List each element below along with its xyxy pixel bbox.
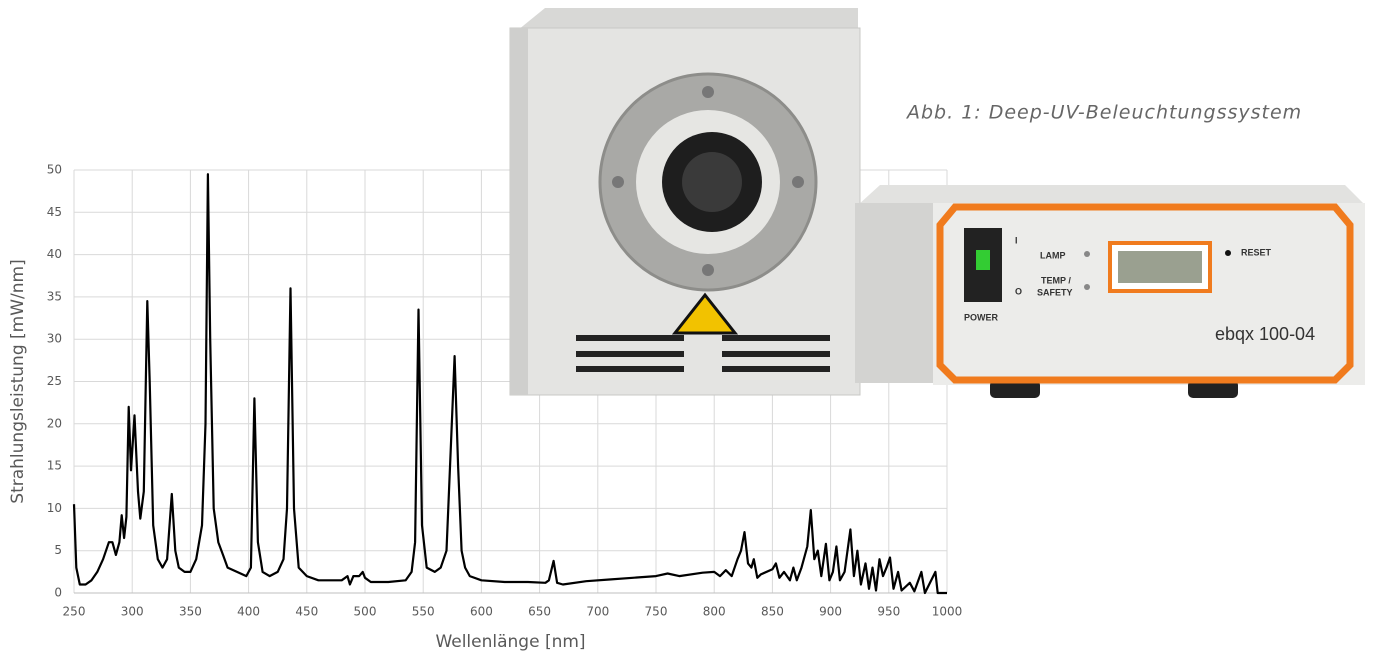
switch-on-label: I: [1015, 235, 1018, 245]
y-tick-label: 50: [47, 163, 62, 177]
y-tick-label: 5: [54, 543, 62, 557]
x-tick-label: 800: [703, 605, 726, 619]
x-tick-label: 450: [295, 605, 318, 619]
switch-off-label: O: [1015, 286, 1022, 296]
x-tick-label: 300: [121, 605, 144, 619]
x-tick-label: 400: [237, 605, 260, 619]
y-tick-label: 40: [47, 247, 62, 261]
y-tick-label: 20: [47, 416, 62, 430]
model-label: ebqx 100-04: [1215, 324, 1315, 344]
x-tick-label: 550: [412, 605, 435, 619]
x-tick-label: 900: [819, 605, 842, 619]
x-axis-title: Wellenlänge [nm]: [435, 632, 585, 652]
temp-label: TEMP /: [1041, 275, 1071, 285]
y-tick-label: 35: [47, 289, 62, 303]
y-tick-label: 10: [47, 501, 62, 515]
x-tick-label: 250: [63, 605, 86, 619]
x-tick-label: 750: [645, 605, 668, 619]
y-tick-label: 45: [47, 205, 62, 219]
x-tick-label: 850: [761, 605, 784, 619]
safety-label: SAFETY: [1037, 287, 1073, 297]
lamp-label: LAMP: [1040, 250, 1066, 260]
x-tick-label: 950: [877, 605, 900, 619]
lamp-housing: [509, 8, 861, 396]
x-tick-label: 700: [586, 605, 609, 619]
reset-label: RESET: [1241, 247, 1272, 257]
power-label: POWER: [964, 312, 999, 322]
x-tick-label: 650: [528, 605, 551, 619]
controller: I O POWER LAMP TEMP / SAFETY RESET ebqx …: [855, 185, 1365, 398]
x-tick-label: 1000: [932, 605, 963, 619]
y-tick-label: 0: [54, 586, 62, 600]
x-tick-label: 500: [354, 605, 377, 619]
y-axis-title: Strahlungsleistung [mW/nm]: [8, 259, 28, 503]
caption: Abb. 1: Deep-UV-Beleuchtungssystem: [905, 102, 1302, 124]
x-tick-label: 600: [470, 605, 493, 619]
y-tick-label: 15: [47, 459, 62, 473]
x-tick-label: 350: [179, 605, 202, 619]
y-tick-label: 25: [47, 374, 62, 388]
spectrum-line: [72, 173, 947, 595]
y-tick-label: 30: [47, 332, 62, 346]
